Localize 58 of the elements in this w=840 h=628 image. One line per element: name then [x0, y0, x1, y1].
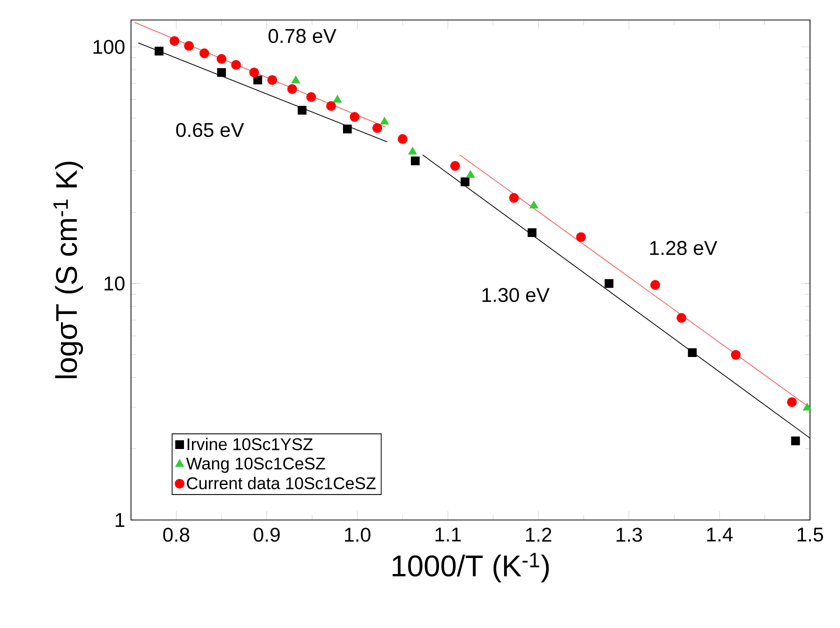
point	[333, 95, 342, 103]
point	[287, 84, 298, 94]
x-tick-label: 1.4	[707, 528, 733, 542]
point	[530, 200, 538, 208]
annotation: 1.28 eV	[650, 240, 718, 256]
x-axis-title: 1000/T (K$^{-1}$)	[392, 552, 549, 582]
point	[466, 170, 475, 178]
point	[528, 228, 536, 238]
y-tick-label: 100	[94, 40, 124, 54]
point	[410, 156, 420, 166]
point	[372, 123, 382, 133]
point	[380, 117, 389, 125]
annotation: 0.65 eV	[176, 122, 244, 138]
x-tick-label: 1.1	[436, 528, 461, 542]
legend-label: Wang 10Sc1CeSZ	[186, 458, 326, 473]
point	[217, 68, 226, 77]
point	[291, 76, 300, 84]
point	[576, 232, 586, 242]
point	[342, 124, 352, 134]
point	[509, 193, 519, 203]
point	[450, 161, 460, 171]
x-tick-label: 1.5	[798, 528, 824, 542]
point	[184, 41, 194, 51]
point	[803, 402, 812, 410]
y-axis-title: logσT (S cm$^{-1}$ K)	[53, 162, 83, 378]
point	[408, 147, 417, 155]
point	[249, 68, 260, 78]
point	[650, 280, 660, 290]
point	[231, 60, 241, 70]
point	[154, 46, 164, 56]
x-tick-label: 1.0	[345, 528, 370, 542]
point	[253, 76, 262, 84]
point	[298, 106, 306, 115]
annotation: 1.30 eV	[482, 288, 550, 302]
point	[604, 279, 614, 288]
x-tick-label: 0.9	[254, 528, 280, 542]
point	[730, 350, 741, 360]
point	[460, 177, 470, 186]
x-tick-label: 1.2	[526, 528, 552, 542]
point	[350, 112, 360, 122]
point	[688, 348, 697, 358]
x-tick-label: 1.3	[616, 528, 642, 542]
point	[267, 75, 278, 85]
point	[326, 101, 336, 111]
point	[791, 436, 800, 446]
point	[787, 397, 797, 408]
point	[306, 92, 316, 102]
point	[199, 48, 210, 58]
legend-label: Irvine 10Sc1YSZ	[188, 438, 313, 450]
y-tick-label: 10	[104, 276, 124, 291]
point	[398, 134, 408, 144]
point	[676, 313, 686, 323]
point	[170, 36, 180, 46]
y-tick-label: 1	[116, 513, 124, 527]
point	[216, 54, 226, 64]
legend-label: Current data 10Sc1CeSZ	[186, 476, 376, 490]
x-tick-label: 0.8	[163, 528, 190, 542]
annotation: 0.78 eV	[268, 28, 336, 44]
